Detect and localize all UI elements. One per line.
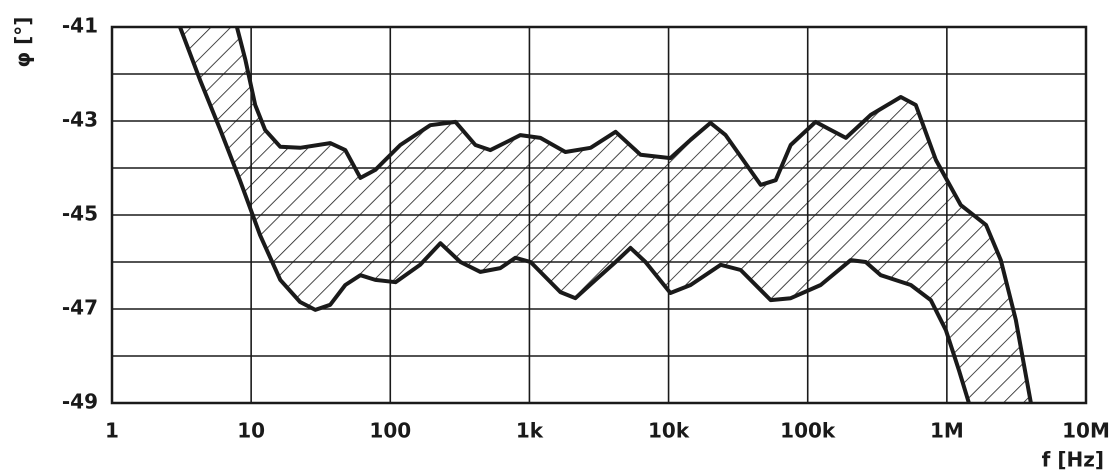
y-tick-label: -43: [62, 108, 98, 132]
y-axis-label: φ [°]: [11, 17, 35, 68]
x-axis-label: f [Hz]: [1042, 448, 1104, 472]
x-tick-label: 100: [369, 419, 411, 443]
x-tick-label: 1: [105, 419, 119, 443]
band-edge: [234, 27, 1033, 403]
band-hatch: [179, 27, 1031, 403]
y-tick-label: -47: [62, 296, 98, 320]
x-tick-label: 10: [237, 419, 265, 443]
band-edge: [178, 27, 971, 403]
x-tick-label: 10M: [1062, 419, 1110, 443]
x-tick-label: 1k: [516, 419, 544, 443]
x-tick-label: 1M: [930, 419, 964, 443]
y-tick-label: -41: [62, 14, 98, 38]
x-tick-label: 10k: [648, 419, 690, 443]
x-tick-label: 100k: [780, 419, 836, 443]
plot-frame: [110, 25, 1088, 405]
y-tick-label: -45: [62, 202, 98, 226]
y-tick-label: -49: [62, 390, 98, 414]
